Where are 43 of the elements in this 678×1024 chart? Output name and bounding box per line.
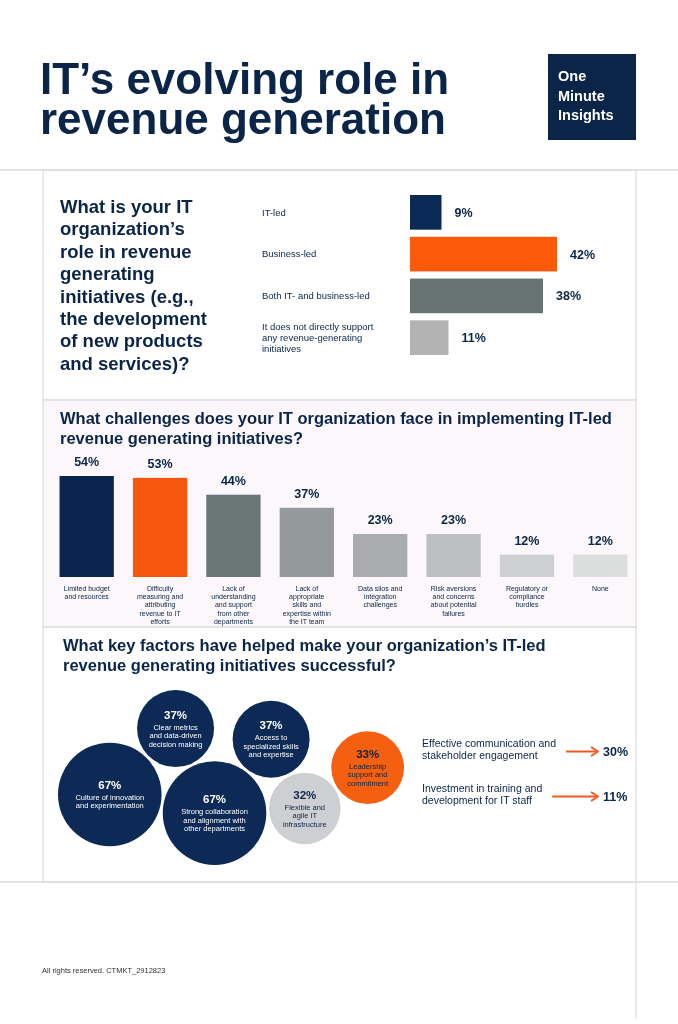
text: IT’s evolving role in revenue generation: [40, 54, 450, 143]
bar: [279, 507, 334, 577]
bar: [132, 477, 188, 577]
category-label: Investment in training and development for IT staff: [422, 782, 543, 806]
data-label: 33%: [356, 747, 380, 760]
bar: [410, 195, 442, 230]
data-label: 11%: [603, 790, 628, 804]
y-tick-label: It does not directly support any revenue-generating initiatives: [262, 320, 374, 354]
data-label: 37%: [259, 719, 283, 732]
data-label: 23%: [441, 512, 467, 527]
bar: [353, 533, 408, 577]
y-tick-label: Both IT- and business-led: [262, 290, 370, 302]
data-label: 32%: [293, 788, 317, 801]
chart-title: What challenges does your IT organization face in implementing IT-led revenue generating initiatives?: [60, 409, 612, 447]
data-label: 44%: [220, 473, 246, 488]
text: What is your IT organization’s role in revenue generating initiatives (e.g., the development of new products and services)?: [60, 196, 207, 374]
bar: [206, 494, 261, 577]
bar: [499, 554, 555, 577]
data-label: 54%: [74, 455, 100, 469]
data-label: 12%: [514, 533, 540, 548]
data-label: 37%: [294, 486, 320, 501]
data-label: 67%: [98, 778, 122, 791]
y-tick-label: IT-led: [262, 206, 286, 218]
data-label: 23%: [367, 512, 393, 527]
text: One Minute Insights: [558, 68, 614, 123]
category-label: Effective communication and stakeholder engagement: [422, 737, 557, 761]
text: What key factors have helped make your organization’s IT-led revenue generating initiatives successful?: [63, 636, 546, 674]
data-label: 9%: [454, 205, 473, 220]
data-label: 12%: [587, 533, 613, 548]
bar: [573, 554, 628, 577]
y-tick-label: Business-led: [262, 248, 317, 260]
bar: [410, 236, 557, 272]
data-label: 11%: [461, 331, 486, 346]
data-label: 67%: [203, 793, 227, 806]
data-label: 38%: [556, 289, 582, 304]
bar: [410, 320, 449, 355]
data-label: 37%: [164, 708, 188, 721]
bar: [410, 278, 543, 314]
bar: [426, 533, 481, 577]
data-label: 53%: [147, 456, 173, 471]
bar: [59, 476, 114, 577]
data-label: 42%: [570, 247, 596, 262]
data-label: 30%: [603, 745, 629, 759]
